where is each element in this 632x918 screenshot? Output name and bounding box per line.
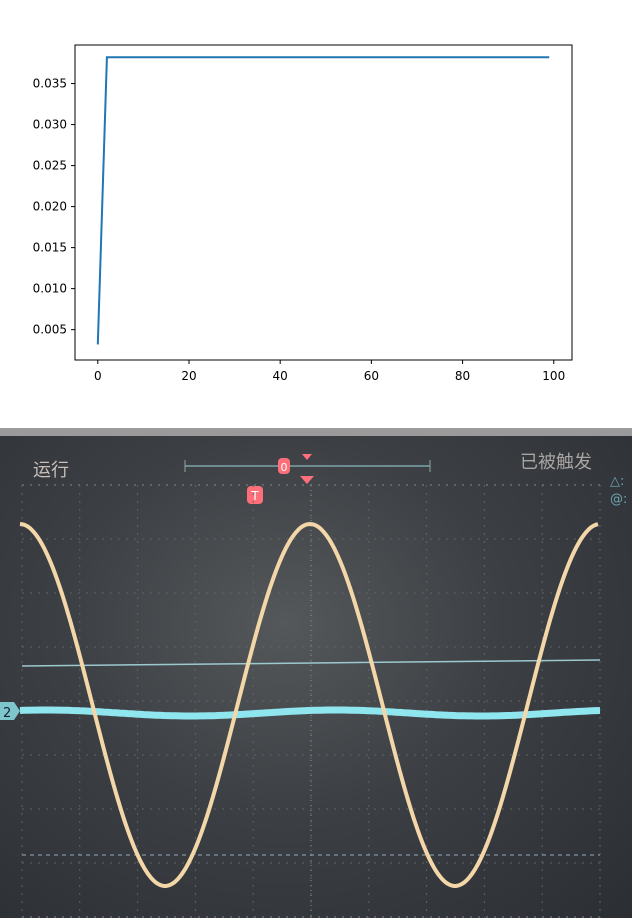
line-chart: 0 20 40 60 80 100 0.005 0.010 0.015 0.020 0.025 0.0… — [33, 44, 573, 383]
x-tick-label: 60 — [364, 369, 379, 383]
trigger-status: 已被触发 — [520, 452, 592, 473]
series-line — [96, 56, 550, 345]
screen-bezel — [0, 428, 632, 436]
delta-label: △: — [610, 474, 624, 489]
scope-grid — [21, 484, 601, 918]
oscilloscope-photo: 运行 已被触发 0 T △: @: 2 — [0, 428, 632, 918]
trigger-arrow-icon — [302, 454, 312, 460]
y-tick-label: 0.025 — [33, 159, 67, 173]
plot-area — [74, 44, 573, 361]
y-tick-label: 0.005 — [33, 323, 67, 337]
channel-2-marker — [0, 702, 20, 720]
trigger-level-line — [21, 659, 601, 667]
y-tick-label: 0.015 — [33, 241, 67, 255]
at-label: @: — [610, 492, 627, 507]
position-marker — [278, 458, 290, 474]
trigger-marker-label: T — [250, 489, 259, 503]
x-tick-label: 100 — [542, 369, 565, 383]
y-tick-label: 0.010 — [33, 282, 67, 296]
x-tick-label: 40 — [273, 369, 288, 383]
y-tick-label: 0.035 — [33, 77, 67, 91]
channel-2-label: 2 — [3, 706, 11, 721]
channel-1-trace — [19, 521, 599, 888]
position-marker-label: 0 — [281, 461, 288, 474]
x-tick-label: 0 — [94, 369, 102, 383]
y-tick-label: 0.020 — [33, 200, 67, 214]
run-status: 运行 — [33, 460, 69, 481]
trigger-position-icon — [300, 476, 314, 484]
y-tick-label: 0.030 — [33, 118, 67, 132]
trigger-marker — [247, 486, 263, 504]
x-tick-label: 80 — [455, 369, 470, 383]
scope-screen: 0 T △: @: 2 — [0, 454, 627, 918]
x-tick-label: 20 — [181, 369, 196, 383]
channel-2-trace — [19, 706, 601, 720]
